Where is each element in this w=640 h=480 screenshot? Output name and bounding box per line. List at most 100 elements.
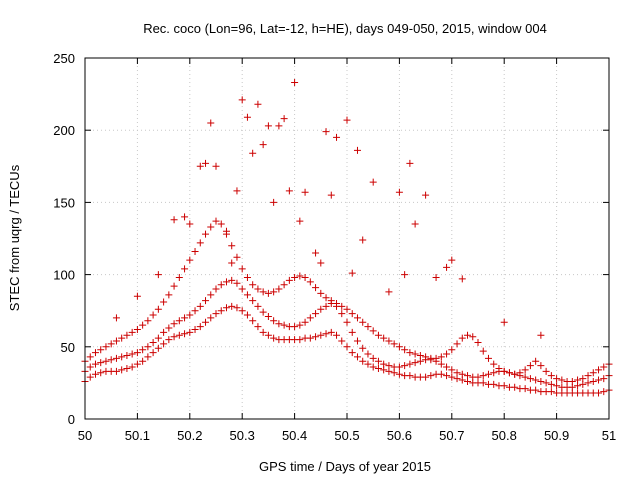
data-point xyxy=(443,350,451,358)
data-point xyxy=(144,317,152,325)
data-point xyxy=(369,327,377,335)
data-point xyxy=(217,307,225,315)
data-point xyxy=(532,376,540,384)
x-tick-label: 50.4 xyxy=(282,428,307,443)
data-point xyxy=(479,347,487,355)
data-point xyxy=(322,302,330,310)
data-point xyxy=(547,372,555,380)
data-point xyxy=(390,340,398,348)
data-point xyxy=(154,271,162,279)
data-point xyxy=(243,113,251,121)
data-point xyxy=(207,223,215,231)
data-point xyxy=(165,324,173,332)
data-point xyxy=(511,370,519,378)
data-point xyxy=(353,314,361,322)
data-point xyxy=(348,269,356,277)
data-point xyxy=(238,285,246,293)
data-point xyxy=(133,325,141,333)
data-point xyxy=(301,188,309,196)
data-point xyxy=(516,369,524,377)
data-point xyxy=(202,318,210,326)
data-point xyxy=(175,273,183,281)
data-point xyxy=(139,357,147,365)
y-tick-label: 50 xyxy=(61,340,75,355)
data-point xyxy=(495,364,503,372)
data-point xyxy=(558,376,566,384)
data-point xyxy=(296,272,304,280)
data-point xyxy=(317,331,325,339)
data-point xyxy=(343,318,351,326)
data-point xyxy=(479,372,487,380)
data-point xyxy=(401,346,409,354)
data-point xyxy=(338,337,346,345)
data-point xyxy=(369,354,377,362)
data-point xyxy=(264,122,272,130)
data-point xyxy=(249,297,257,305)
data-point xyxy=(264,289,272,297)
data-point xyxy=(464,331,472,339)
data-point xyxy=(91,360,99,368)
data-point xyxy=(207,119,215,127)
data-point xyxy=(254,323,262,331)
data-point xyxy=(537,377,545,385)
plot-frame xyxy=(84,57,610,420)
data-point xyxy=(175,317,183,325)
data-point xyxy=(243,273,251,281)
data-point xyxy=(275,320,283,328)
data-point xyxy=(259,308,267,316)
data-point xyxy=(500,318,508,326)
data-point xyxy=(469,333,477,341)
data-point xyxy=(374,364,382,372)
data-point xyxy=(144,343,152,351)
data-point xyxy=(500,367,508,375)
data-point xyxy=(464,372,472,380)
data-point xyxy=(312,310,320,318)
data-point xyxy=(532,386,540,394)
data-point xyxy=(254,302,262,310)
data-point xyxy=(312,249,320,257)
x-tick-label: 50.7 xyxy=(439,428,464,443)
data-point xyxy=(86,373,94,381)
x-tick-label: 50.1 xyxy=(125,428,150,443)
data-point xyxy=(233,279,241,287)
data-point xyxy=(112,354,120,362)
data-point xyxy=(139,321,147,329)
x-tick-label: 50.8 xyxy=(492,428,517,443)
data-point xyxy=(584,379,592,387)
data-point xyxy=(254,285,262,293)
data-point xyxy=(474,338,482,346)
data-point xyxy=(112,337,120,345)
data-point xyxy=(401,362,409,370)
data-point xyxy=(453,369,461,377)
data-point xyxy=(233,304,241,312)
data-point xyxy=(395,363,403,371)
x-tick-label: 50.5 xyxy=(334,428,359,443)
data-point xyxy=(102,357,110,365)
data-point xyxy=(427,372,435,380)
data-point xyxy=(422,373,430,381)
data-point xyxy=(280,115,288,123)
data-point xyxy=(181,213,189,221)
data-point xyxy=(490,360,498,368)
data-point xyxy=(154,344,162,352)
data-point xyxy=(133,360,141,368)
data-point xyxy=(542,379,550,387)
data-point xyxy=(291,273,299,281)
data-point xyxy=(395,370,403,378)
data-point xyxy=(437,370,445,378)
data-point xyxy=(212,162,220,170)
data-point xyxy=(401,271,409,279)
data-point xyxy=(186,220,194,228)
data-point xyxy=(364,360,372,368)
data-point xyxy=(228,276,236,284)
data-point xyxy=(353,337,361,345)
data-point xyxy=(222,278,230,286)
data-point xyxy=(123,331,131,339)
data-point xyxy=(160,340,168,348)
data-point xyxy=(97,369,105,377)
data-point xyxy=(217,281,225,289)
data-point xyxy=(579,375,587,383)
data-point xyxy=(395,343,403,351)
data-point xyxy=(154,334,162,342)
